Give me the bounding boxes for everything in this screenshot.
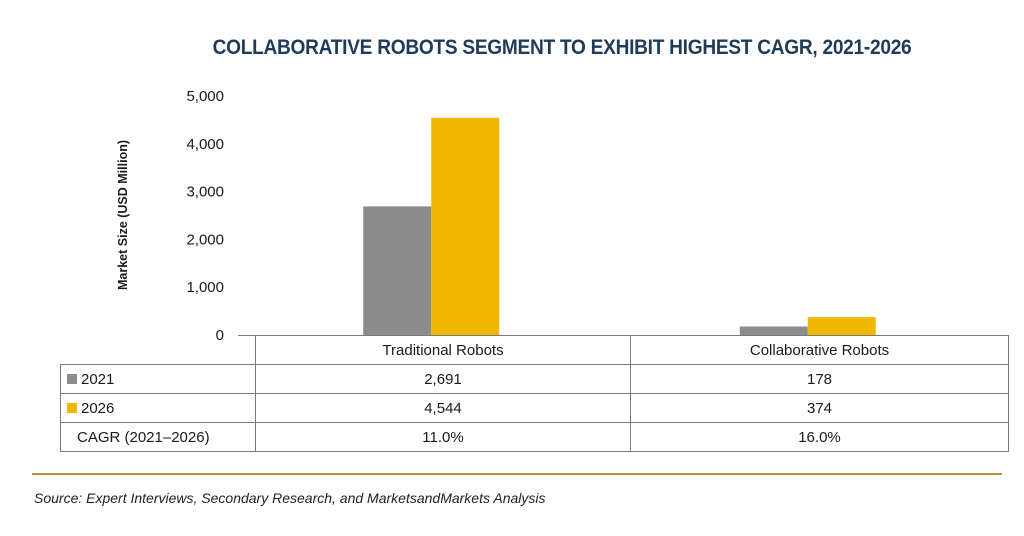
data-label: 178 (630, 364, 1009, 394)
legend-entry-2026: 2026 (60, 393, 256, 423)
source-note: Source: Expert Interviews, Secondary Res… (34, 490, 546, 506)
table-row: 2026 4,544 374 (60, 393, 1009, 423)
cagr-row-label: CAGR (2021–2026) (60, 422, 256, 452)
legend-swatch-2021 (67, 373, 77, 384)
data-label: 2,691 (255, 364, 631, 394)
table-row: 2021 2,691 178 (60, 364, 1009, 394)
table-header-row: Traditional Robots Collaborative Robots (60, 335, 1009, 365)
bar-2026 (807, 317, 876, 335)
table-corner (60, 335, 256, 365)
y-tick-label: 0 (216, 327, 224, 340)
y-tick-label: 1,000 (186, 279, 224, 296)
category-label: Traditional Robots (255, 335, 631, 365)
cagr-value: 16.0% (630, 422, 1009, 452)
y-tick-label: 2,000 (186, 231, 224, 248)
legend-swatch-2026 (67, 402, 77, 413)
bar-2021 (363, 206, 432, 335)
y-tick-label: 5,000 (186, 88, 224, 105)
legend-label: 2026 (81, 399, 115, 417)
cagr-value: 11.0% (255, 422, 631, 452)
data-table: Traditional Robots Collaborative Robots … (60, 335, 1009, 452)
bar-2026 (431, 117, 500, 335)
divider (32, 473, 1002, 475)
legend-entry-2021: 2021 (60, 364, 256, 394)
legend-label: 2021 (81, 370, 115, 388)
bars (363, 117, 876, 335)
y-tick-label: 4,000 (186, 136, 224, 153)
bar-chart-plot: 0 1,000 2,000 3,000 4,000 5,000 (186, 88, 991, 340)
data-label: 4,544 (255, 393, 631, 423)
bar-2021 (739, 326, 808, 335)
y-tick-label: 3,000 (186, 184, 224, 201)
data-label: 374 (630, 393, 1009, 423)
y-axis-label: Market Size (USD Million) (116, 139, 130, 291)
category-label: Collaborative Robots (630, 335, 1009, 365)
chart-title: COLLABORATIVE ROBOTS SEGMENT TO EXHIBIT … (212, 36, 912, 59)
y-axis-ticks: 0 1,000 2,000 3,000 4,000 5,000 (186, 88, 224, 340)
table-row: CAGR (2021–2026) 11.0% 16.0% (60, 422, 1009, 452)
